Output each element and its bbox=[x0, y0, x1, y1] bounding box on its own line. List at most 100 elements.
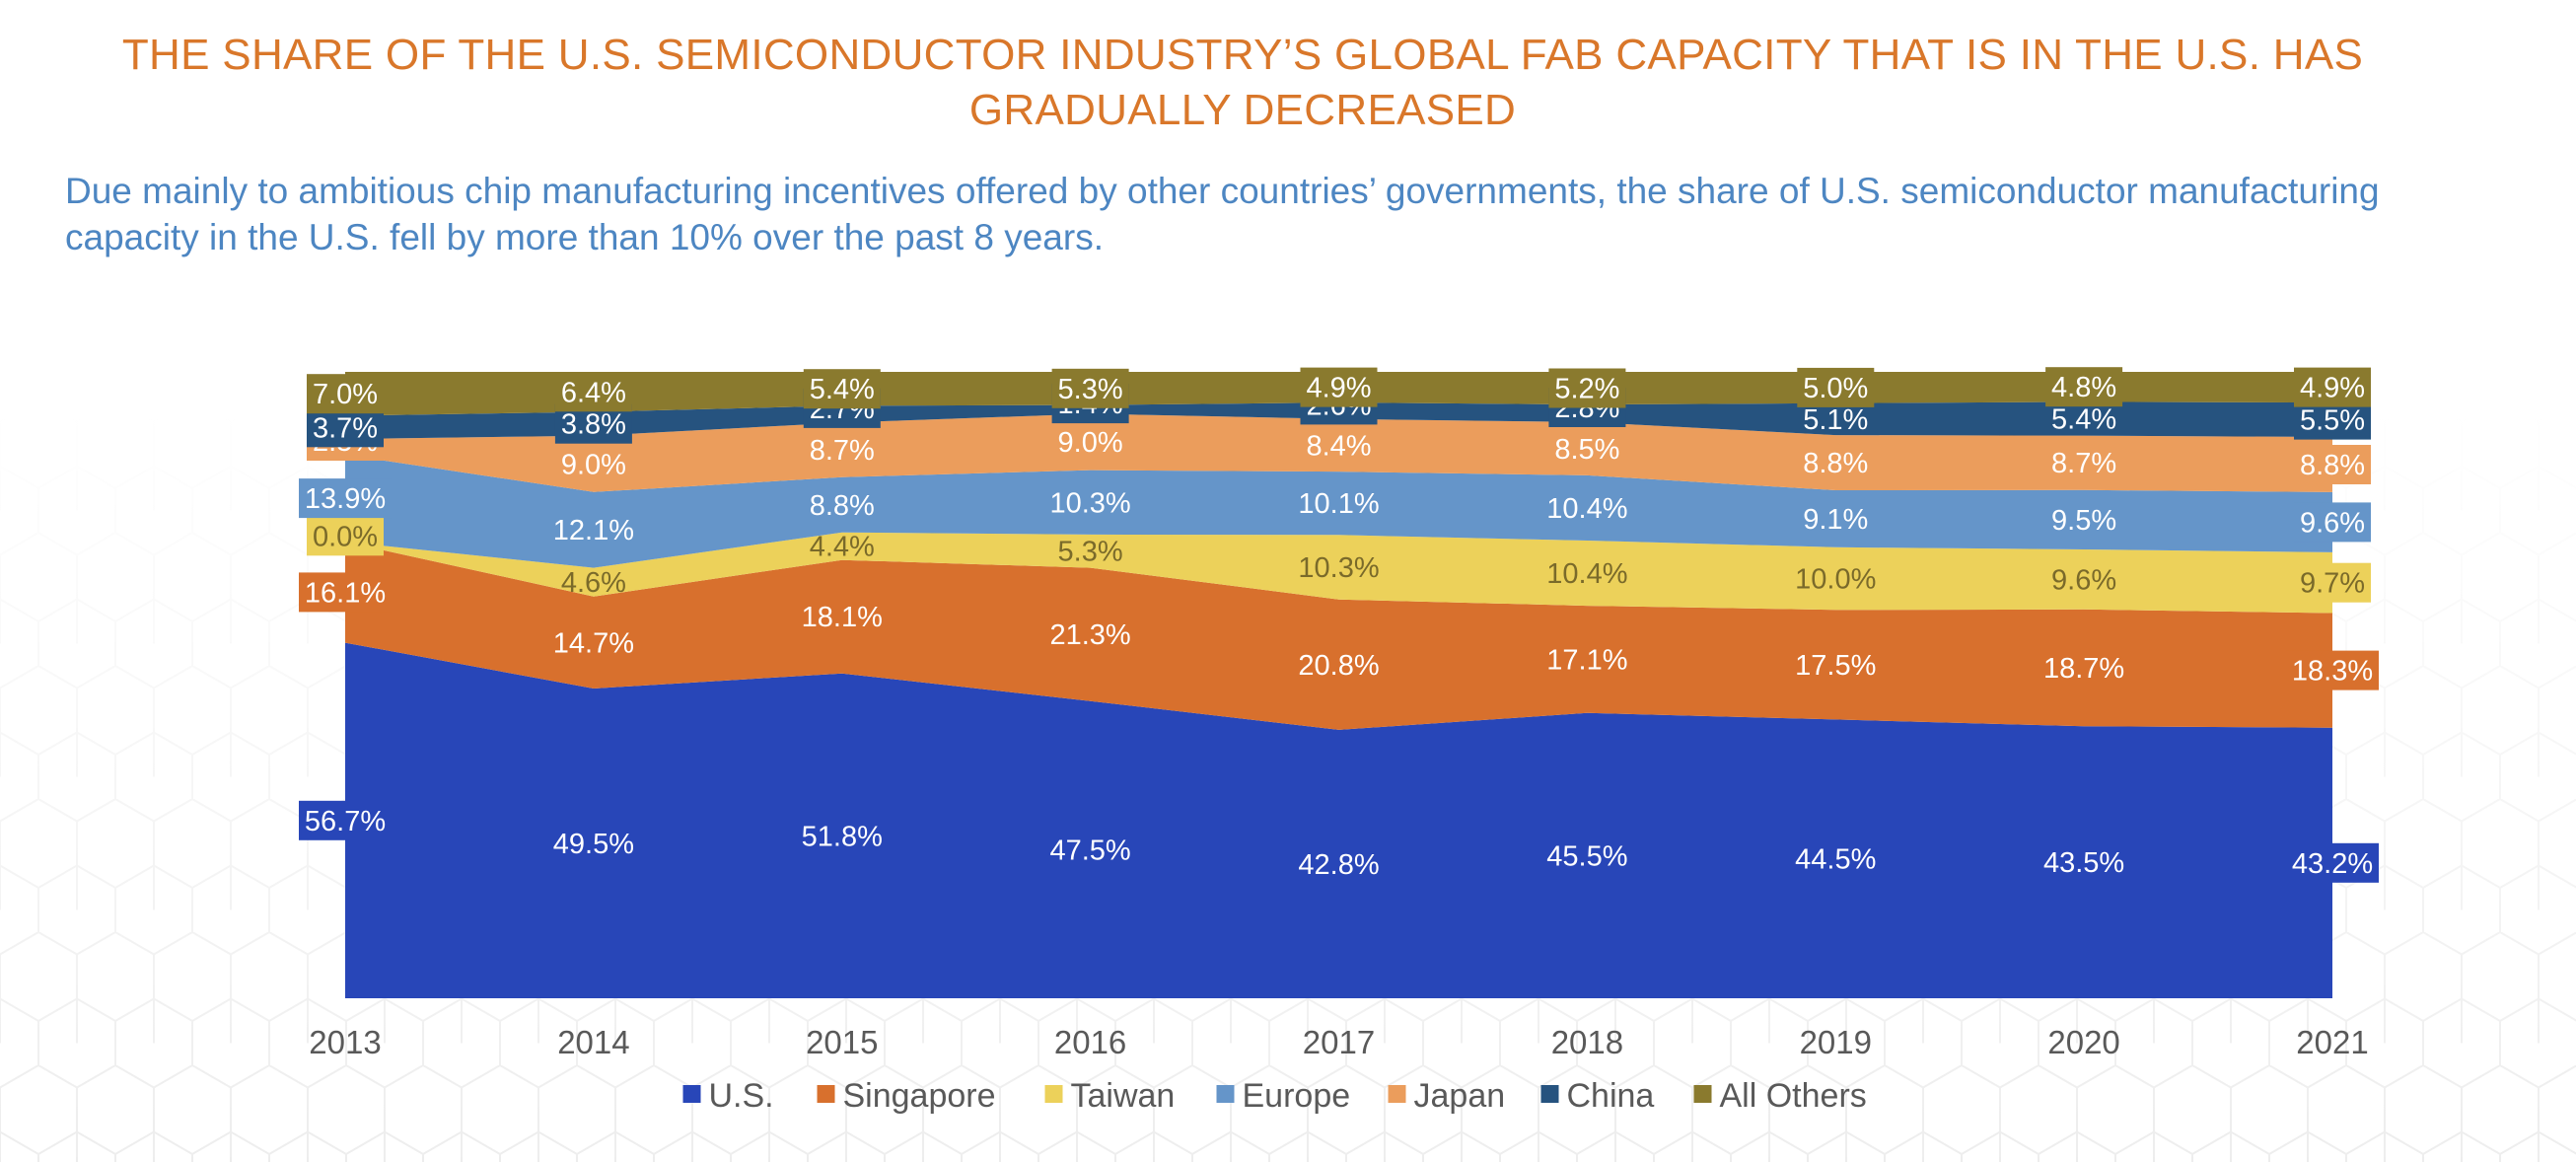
legend-item-europe: Europe bbox=[1216, 1077, 1350, 1115]
svg-text:4.8%: 4.8% bbox=[2051, 372, 2116, 403]
svg-text:9.6%: 9.6% bbox=[2051, 564, 2116, 596]
x-tick-2015: 2015 bbox=[806, 1024, 878, 1060]
data-label-japan-2015: 8.7% bbox=[810, 435, 875, 467]
x-tick-2018: 2018 bbox=[1551, 1024, 1623, 1060]
legend-swatch bbox=[1540, 1085, 1559, 1103]
legend-item-singapore: Singapore bbox=[817, 1077, 996, 1115]
page-subtitle: Due mainly to ambitious chip manufacturi… bbox=[65, 171, 2380, 257]
svg-text:17.5%: 17.5% bbox=[1795, 650, 1876, 682]
legend-label: All Others bbox=[1720, 1077, 1867, 1115]
legend-swatch bbox=[1693, 1085, 1712, 1103]
svg-text:10.1%: 10.1% bbox=[1298, 488, 1379, 520]
data-label-singapore-2018: 17.1% bbox=[1546, 644, 1627, 676]
data-label-all-others-2016: 5.3% bbox=[1051, 368, 1129, 408]
data-label-europe-2020: 9.5% bbox=[2051, 505, 2116, 537]
data-label-taiwan-2013: 0.0% bbox=[307, 516, 384, 556]
svg-text:7.0%: 7.0% bbox=[313, 379, 378, 410]
legend-label: U.S. bbox=[709, 1077, 774, 1115]
data-label-singapore-2017: 20.8% bbox=[1298, 650, 1379, 682]
legend-swatch bbox=[1044, 1085, 1063, 1103]
data-label-taiwan-2015: 4.4% bbox=[810, 532, 875, 563]
svg-text:8.5%: 8.5% bbox=[1554, 434, 1619, 466]
svg-text:9.6%: 9.6% bbox=[2300, 507, 2365, 539]
data-label-singapore-2013: 16.1% bbox=[299, 572, 392, 613]
data-label-europe-2016: 10.3% bbox=[1049, 487, 1130, 519]
svg-text:5.3%: 5.3% bbox=[1058, 374, 1123, 405]
data-label-japan-2019: 8.8% bbox=[1803, 448, 1868, 479]
data-label-china-2020: 5.4% bbox=[2051, 404, 2116, 436]
x-tick-2019: 2019 bbox=[1800, 1024, 1872, 1060]
svg-text:43.5%: 43.5% bbox=[2043, 847, 2124, 879]
data-label-taiwan-2021: 9.7% bbox=[2294, 562, 2371, 603]
data-label-japan-2021: 8.8% bbox=[2294, 445, 2371, 484]
data-label-europe-2013: 13.9% bbox=[299, 478, 392, 519]
svg-text:10.4%: 10.4% bbox=[1546, 558, 1627, 590]
page-title: THE SHARE OF THE U.S. SEMICONDUCTOR INDU… bbox=[121, 31, 2364, 134]
data-label-europe-2017: 10.1% bbox=[1298, 488, 1379, 520]
svg-text:10.3%: 10.3% bbox=[1298, 552, 1379, 584]
data-label-all-others-2014: 6.4% bbox=[554, 372, 632, 412]
svg-text:5.5%: 5.5% bbox=[2300, 405, 2365, 437]
legend-label: Singapore bbox=[843, 1077, 996, 1115]
data-label-singapore-2019: 17.5% bbox=[1795, 650, 1876, 682]
svg-text:12.1%: 12.1% bbox=[553, 515, 634, 546]
svg-text:9.5%: 9.5% bbox=[2051, 505, 2116, 537]
data-label-singapore-2014: 14.7% bbox=[553, 627, 634, 659]
data-label-europe-2014: 12.1% bbox=[553, 515, 634, 546]
data-label-japan-2016: 9.0% bbox=[1058, 427, 1123, 459]
data-label-u-s-2018: 45.5% bbox=[1546, 840, 1627, 872]
data-label-all-others-2013: 7.0% bbox=[307, 374, 384, 414]
svg-text:9.1%: 9.1% bbox=[1803, 504, 1868, 536]
data-label-japan-2017: 8.4% bbox=[1306, 430, 1371, 462]
svg-text:8.7%: 8.7% bbox=[810, 435, 875, 467]
svg-text:5.4%: 5.4% bbox=[810, 374, 875, 405]
data-label-all-others-2015: 5.4% bbox=[803, 369, 881, 409]
svg-text:20.8%: 20.8% bbox=[1298, 650, 1379, 682]
legend-swatch bbox=[682, 1085, 701, 1103]
svg-text:21.3%: 21.3% bbox=[1049, 619, 1130, 651]
svg-text:43.2%: 43.2% bbox=[2292, 848, 2373, 880]
svg-text:17.1%: 17.1% bbox=[1546, 644, 1627, 676]
data-label-china-2013: 3.7% bbox=[307, 407, 384, 448]
data-label-singapore-2015: 18.1% bbox=[802, 602, 883, 633]
svg-text:3.7%: 3.7% bbox=[313, 412, 378, 444]
legend-item-china: China bbox=[1540, 1077, 1655, 1115]
data-label-u-s-2020: 43.5% bbox=[2043, 847, 2124, 879]
chart-legend: U.S. Singapore Taiwan Europe Japan China All O… bbox=[682, 1077, 1867, 1115]
area-u-s bbox=[345, 642, 2332, 998]
svg-text:47.5%: 47.5% bbox=[1049, 835, 1130, 866]
svg-text:45.5%: 45.5% bbox=[1546, 840, 1627, 872]
data-label-europe-2018: 10.4% bbox=[1546, 493, 1627, 525]
data-label-europe-2019: 9.1% bbox=[1803, 504, 1868, 536]
svg-text:56.7%: 56.7% bbox=[305, 806, 386, 837]
x-tick-2020: 2020 bbox=[2047, 1024, 2119, 1060]
data-label-u-s-2015: 51.8% bbox=[802, 821, 883, 852]
data-label-taiwan-2016: 5.3% bbox=[1058, 537, 1123, 568]
area-japan bbox=[345, 413, 2332, 492]
legend-swatch bbox=[1388, 1085, 1406, 1103]
svg-text:8.4%: 8.4% bbox=[1306, 430, 1371, 462]
area-singapore bbox=[345, 542, 2332, 730]
data-label-china-2019: 5.1% bbox=[1803, 404, 1868, 436]
data-label-all-others-2021: 4.9% bbox=[2294, 367, 2371, 407]
svg-text:14.7%: 14.7% bbox=[553, 627, 634, 659]
svg-text:4.9%: 4.9% bbox=[2300, 373, 2365, 404]
svg-text:51.8%: 51.8% bbox=[802, 821, 883, 852]
svg-text:18.7%: 18.7% bbox=[2043, 653, 2124, 685]
svg-text:5.2%: 5.2% bbox=[1554, 374, 1619, 405]
legend-item-taiwan: Taiwan bbox=[1044, 1077, 1175, 1115]
data-label-singapore-2016: 21.3% bbox=[1049, 619, 1130, 651]
x-tick-2013: 2013 bbox=[309, 1024, 381, 1060]
data-label-u-s-2019: 44.5% bbox=[1795, 844, 1876, 876]
x-axis-ticks: 2013 2014 2015 2016 2017 2018 2019 2020 2021 bbox=[309, 1024, 2368, 1060]
data-label-all-others-2018: 5.2% bbox=[1548, 368, 1626, 408]
legend-label: China bbox=[1567, 1077, 1655, 1115]
legend-item-japan: Japan bbox=[1388, 1077, 1505, 1115]
data-label-u-s-2013: 56.7% bbox=[299, 800, 392, 840]
svg-text:18.3%: 18.3% bbox=[2292, 656, 2373, 688]
x-tick-2016: 2016 bbox=[1054, 1024, 1126, 1060]
data-label-u-s-2017: 42.8% bbox=[1298, 849, 1379, 881]
svg-text:10.4%: 10.4% bbox=[1546, 493, 1627, 525]
svg-text:3.8%: 3.8% bbox=[561, 409, 626, 441]
